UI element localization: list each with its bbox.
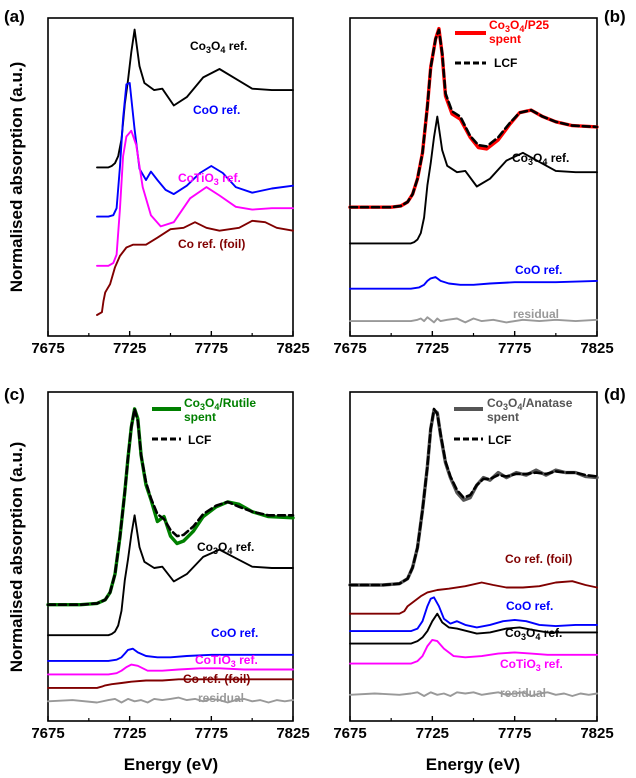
label-cofoil-a: Co ref. (foil) bbox=[178, 237, 245, 251]
label-residual-c: residual bbox=[198, 691, 244, 705]
x-tick-label-d-7775: 7775 bbox=[498, 725, 531, 742]
series-line-b-3 bbox=[349, 276, 598, 290]
xlabel-d: Energy (eV) bbox=[426, 755, 520, 774]
panel-a-tag: (a) bbox=[4, 7, 25, 26]
x-tick-label-c-7725: 7725 bbox=[113, 725, 146, 742]
panel-b: 7675 7725 7775 7825 (b) Co3O4/P25 spent LCF… bbox=[333, 7, 625, 357]
xlabel-c: Energy (eV) bbox=[124, 755, 218, 774]
legend-b-sample-label: Co3O4/P25 bbox=[489, 18, 549, 34]
legend-c-sample-line2: spent bbox=[184, 410, 216, 424]
panel-c-ticks: 7675 7725 7775 7825 bbox=[31, 716, 310, 742]
label-cotio3-d: CoTiO3 ref. bbox=[500, 657, 563, 673]
x-tick-label-d-7825: 7825 bbox=[580, 725, 613, 742]
series-line-a-3 bbox=[96, 219, 294, 316]
series-line-d-4 bbox=[349, 612, 598, 645]
x-tick-label-a-7725: 7725 bbox=[113, 340, 146, 357]
series-line-a-2 bbox=[96, 129, 294, 267]
legend-b-lcf-label: LCF bbox=[494, 56, 517, 70]
label-residual-d: residual bbox=[500, 686, 546, 700]
label-coo-a: CoO ref. bbox=[193, 103, 240, 117]
panel-b-tag: (b) bbox=[604, 7, 626, 26]
legend-d-sample-line2: spent bbox=[487, 410, 519, 424]
label-cofoil-c: Co ref. (foil) bbox=[183, 672, 250, 686]
legend-b-sample-line2: spent bbox=[489, 32, 521, 46]
label-cotio3-c: CoTiO3 ref. bbox=[195, 653, 258, 669]
label-cofoil-d: Co ref. (foil) bbox=[505, 552, 572, 566]
series-line-c-2 bbox=[47, 514, 294, 637]
series-line-c-6 bbox=[47, 696, 294, 704]
x-tick-label-a-7825: 7825 bbox=[276, 340, 309, 357]
panel-d-ticks: 7675 7725 7775 7825 bbox=[333, 716, 614, 742]
legend-d-lcf-label: LCF bbox=[488, 433, 511, 447]
panel-a-frame bbox=[47, 17, 294, 337]
x-tick-label-c-7675: 7675 bbox=[31, 725, 64, 742]
panel-b-plot bbox=[348, 26, 599, 324]
series-line-c-3 bbox=[47, 647, 294, 662]
x-tick-label-b-7775: 7775 bbox=[498, 340, 531, 357]
label-co3o4-a: Co3O4 ref. bbox=[190, 39, 247, 55]
series-line-a-1 bbox=[96, 82, 294, 218]
legend-d-sample-label: Co3O4/Anatase bbox=[487, 396, 573, 412]
series-line-d-6 bbox=[349, 691, 598, 697]
label-coo-b: CoO ref. bbox=[515, 263, 562, 277]
legend-c-sample-label: Co3O4/Rutile bbox=[184, 396, 256, 412]
panel-c-tag: (c) bbox=[4, 385, 25, 404]
panel-d-tag: (d) bbox=[604, 385, 626, 404]
legend-c-lcf-label: LCF bbox=[188, 433, 211, 447]
series-line-d-2 bbox=[349, 580, 598, 615]
series-line-c-4 bbox=[47, 663, 294, 676]
series-line-d-1 bbox=[348, 407, 599, 587]
panel-d-plot bbox=[348, 407, 599, 697]
x-tick-label-a-7775: 7775 bbox=[195, 340, 228, 357]
x-tick-label-b-7825: 7825 bbox=[580, 340, 613, 357]
series-line-d-5 bbox=[349, 638, 598, 665]
x-tick-label-d-7725: 7725 bbox=[416, 725, 449, 742]
label-co3o4-b: Co3O4 ref. bbox=[512, 151, 569, 167]
label-co3o4-d: Co3O4 ref. bbox=[505, 626, 562, 642]
series-line-c-1 bbox=[46, 407, 295, 607]
series-line-b-2 bbox=[349, 115, 598, 245]
panel-a-plot bbox=[96, 28, 294, 316]
label-residual-b: residual bbox=[513, 307, 559, 321]
x-tick-label-c-7775: 7775 bbox=[195, 725, 228, 742]
x-tick-label-c-7825: 7825 bbox=[276, 725, 309, 742]
x-tick-label-d-7675: 7675 bbox=[333, 725, 366, 742]
series-line-b-0 bbox=[348, 26, 599, 209]
ylabel-bottom: Normalised absorption (a.u.) bbox=[7, 442, 26, 672]
panel-a-ticks: 7675 7725 7775 7825 bbox=[31, 331, 310, 357]
series-line-d-3 bbox=[349, 596, 598, 633]
label-coo-c: CoO ref. bbox=[211, 626, 258, 640]
panel-a: 7675 7725 7775 7825 (a) Co3O4 ref. CoO ref.… bbox=[4, 7, 310, 357]
ylabel-top: Normalised absorption (a.u.) bbox=[7, 62, 26, 292]
panel-d: 7675 7725 7775 7825 (d) Co3O4/Anatase spent… bbox=[333, 385, 625, 742]
panel-b-ticks: 7675 7725 7775 7825 bbox=[333, 331, 614, 357]
label-coo-d: CoO ref. bbox=[506, 599, 553, 613]
label-cotio3-a: CoTiO3 ref. bbox=[178, 171, 241, 187]
panel-c-frame bbox=[47, 391, 294, 722]
series-line-a-0 bbox=[96, 28, 294, 169]
panel-c-plot bbox=[46, 407, 295, 704]
series-line-b-1 bbox=[348, 28, 599, 209]
series-line-b-4 bbox=[349, 316, 598, 324]
x-tick-label-b-7725: 7725 bbox=[416, 340, 449, 357]
x-tick-label-a-7675: 7675 bbox=[31, 340, 64, 357]
x-tick-label-b-7675: 7675 bbox=[333, 340, 366, 357]
series-line-c-5 bbox=[47, 678, 294, 689]
panel-c: 7675 7725 7775 7825 (c) Co3O4/Rutile spent … bbox=[4, 385, 310, 742]
label-co3o4-c: Co3O4 ref. bbox=[197, 540, 254, 556]
